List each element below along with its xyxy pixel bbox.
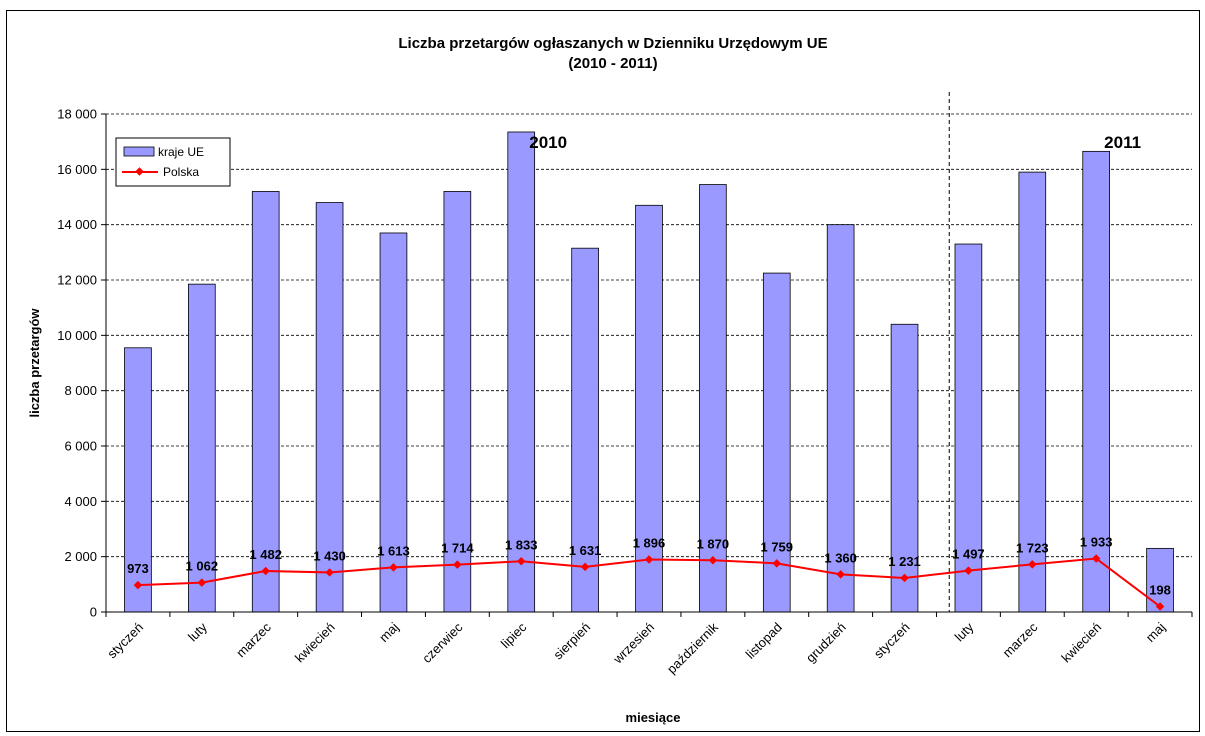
polska-data-label-11: 1 360 [824, 550, 857, 565]
y-tick-label-8: 16 000 [57, 162, 97, 177]
y-tick-label-1: 2 000 [64, 549, 97, 564]
x-tick-label-1: luty [185, 619, 210, 644]
polska-data-label-3: 1 430 [313, 548, 346, 563]
bar-3 [315, 202, 344, 613]
x-tick-label-6: lipiec [498, 619, 530, 651]
y-tick-label-2: 4 000 [64, 494, 97, 509]
bar-15 [1082, 150, 1110, 613]
polska-marker-12 [900, 573, 909, 583]
bar-6 [507, 131, 536, 613]
line-series: 973 1 062 1 482 1 430 1 613 1 714 1 833 1 631 1 … [127, 535, 1171, 611]
polska-marker-6 [516, 557, 526, 566]
gridlines [106, 92, 1192, 612]
polska-data-label-8: 1 896 [633, 536, 666, 551]
legend-marker-polska [135, 167, 144, 176]
legend: kraje UE Polska [115, 137, 231, 187]
polska-data-label-13: 1 497 [952, 547, 985, 562]
x-tick-label-12: styczeń [871, 620, 913, 662]
polska-marker-2 [261, 566, 270, 576]
legend-swatch-kraje-ue [123, 146, 155, 157]
polska-marker-16 [1155, 602, 1165, 611]
y-axis: 0 2 000 4 000 6 000 8 000 10 000 12 000 14 000 1… [57, 107, 107, 620]
polska-marker-5 [453, 560, 462, 569]
y-axis-title: liczba przetargów [27, 308, 42, 418]
bar-14 [1018, 171, 1047, 613]
polska-data-label-16: 198 [1149, 583, 1171, 598]
bar-5 [443, 191, 472, 613]
polska-data-label-2: 1 482 [249, 547, 282, 562]
x-axis: styczeń luty marzec kwiecień maj czerwiec lipi… [104, 611, 1193, 677]
bar-0 [124, 347, 152, 613]
x-axis-title: miesiące [626, 710, 681, 725]
polska-marker-14 [1028, 560, 1037, 569]
x-tick-label-8: wrzesień [610, 620, 658, 668]
polska-data-label-15: 1 933 [1080, 535, 1113, 550]
polska-marker-10 [772, 559, 782, 568]
legend-label-polska: Polska [163, 165, 199, 179]
polska-data-label-7: 1 631 [569, 543, 602, 558]
polska-marker-8 [644, 555, 654, 564]
bar-12 [890, 323, 919, 613]
bar-16 [1146, 547, 1174, 613]
polska-marker-7 [580, 562, 590, 572]
x-tick-label-3: kwiecień [292, 620, 338, 666]
x-tick-label-13: luty [952, 619, 977, 644]
x-tick-label-5: czerwiec [419, 619, 466, 666]
y-tick-label-4: 8 000 [64, 383, 97, 398]
polska-marker-13 [964, 566, 973, 575]
polska-data-label-10: 1 759 [760, 539, 793, 554]
x-tick-label-2: marzec [233, 619, 274, 660]
x-tick-label-14: marzec [1000, 619, 1041, 660]
y-tick-label-5: 10 000 [57, 328, 97, 343]
bar-13 [954, 243, 983, 613]
bar-8 [635, 204, 663, 613]
polska-data-label-0: 973 [127, 561, 149, 576]
x-tick-label-15: kwiecień [1058, 620, 1104, 666]
polska-data-label-4: 1 613 [377, 543, 410, 558]
legend-label-kraje-ue: kraje UE [158, 145, 204, 159]
x-tick-label-11: grudzień [803, 620, 849, 666]
year-annotation-1: 2011 [1104, 133, 1141, 152]
polska-marker-9 [708, 556, 718, 565]
x-tick-label-4: maj [376, 619, 401, 644]
bar-7 [571, 247, 599, 613]
x-tick-label-0: styczeń [104, 620, 146, 662]
x-tick-label-10: listopad [743, 620, 785, 662]
bar-series [124, 131, 1174, 613]
x-tick-label-7: sierpień [550, 620, 593, 663]
polska-marker-4 [389, 563, 398, 572]
polska-marker-11 [836, 570, 845, 579]
chart-title: Liczba przetargów ogłaszanych w Dziennik… [398, 35, 827, 52]
bar-4 [379, 232, 408, 613]
x-tick-label-16: maj [1143, 619, 1168, 644]
x-tick-label-9: październik [664, 619, 721, 676]
polska-marker-15 [1091, 554, 1101, 563]
annotations: 2010 2011 [529, 133, 1141, 152]
year-annotation-0: 2010 [529, 133, 567, 152]
y-tick-label-9: 18 000 [57, 107, 97, 122]
polska-data-label-6: 1 833 [505, 537, 538, 552]
y-tick-label-0: 0 [90, 605, 97, 620]
polska-data-label-14: 1 723 [1016, 540, 1049, 555]
y-tick-label-6: 12 000 [57, 273, 97, 288]
polska-data-label-5: 1 714 [441, 541, 474, 556]
y-tick-label-7: 14 000 [57, 217, 97, 232]
polska-data-label-12: 1 231 [888, 554, 921, 569]
polska-data-label-1: 1 062 [186, 559, 219, 574]
chart-subtitle: (2010 - 2011) [568, 55, 657, 72]
polska-marker-3 [325, 568, 334, 577]
polska-data-label-9: 1 870 [697, 536, 730, 551]
y-tick-label-3: 6 000 [64, 439, 97, 454]
